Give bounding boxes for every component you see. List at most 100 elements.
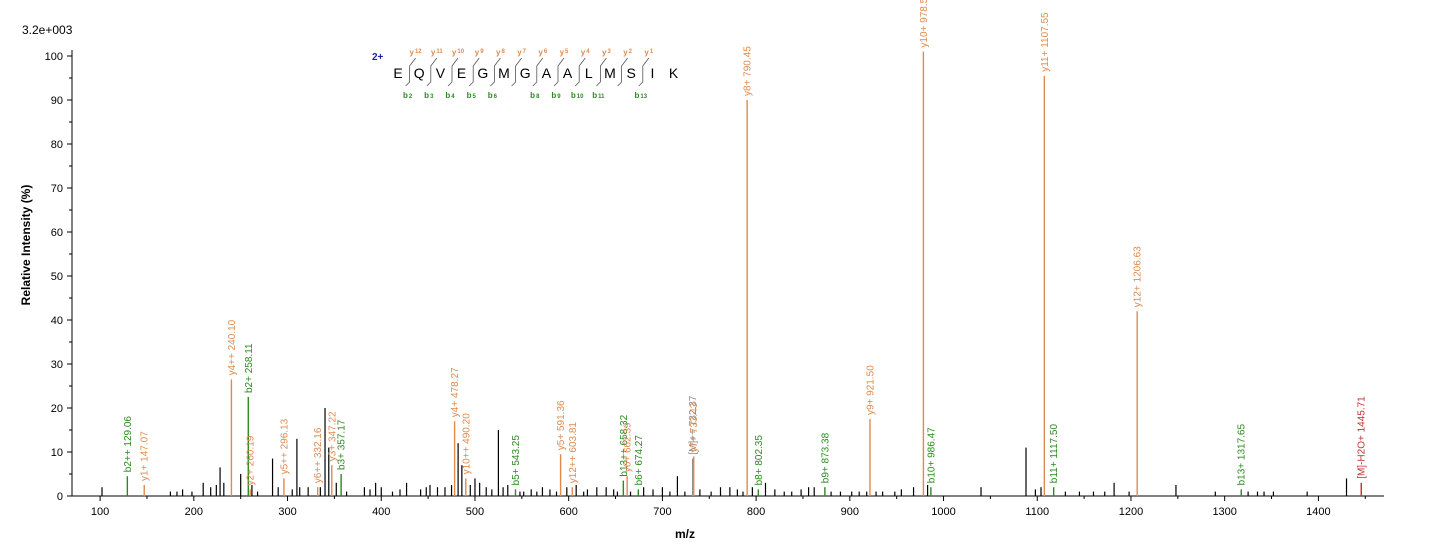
y-ion-number: 7 xyxy=(523,49,527,55)
y-axis-title: Relative Intensity (%) xyxy=(19,185,33,306)
y-ion-number: 9 xyxy=(480,49,484,55)
sequence-residue: M xyxy=(604,65,616,81)
y-tick-label: 40 xyxy=(51,315,63,327)
y-ion-label: y6 xyxy=(538,48,547,57)
y-ion-label: y2 xyxy=(623,48,632,57)
sequence-residue: A xyxy=(542,65,552,81)
peak-label: y7+ 733.43 xyxy=(689,402,700,452)
peak-label: y6+ 662.39 xyxy=(623,422,634,472)
b-ion-label: b4 xyxy=(445,91,455,100)
x-tick-label: 1400 xyxy=(1306,506,1330,518)
sequence-residue: M xyxy=(498,65,510,81)
b-ion-number: 13 xyxy=(640,94,647,100)
sequence-residue: Q xyxy=(414,65,425,81)
b-ion-label: b10 xyxy=(571,91,584,100)
y-tick-label: 60 xyxy=(51,227,63,239)
x-axis-title: m/z xyxy=(675,527,695,541)
y-ion-number: 10 xyxy=(457,49,464,55)
peak-label: [M]++ 732.37 xyxy=(688,395,699,454)
x-tick-label: 1000 xyxy=(931,506,955,518)
peak-label: y5++ 296.13 xyxy=(279,418,290,474)
y-ion-label: y11 xyxy=(431,48,443,57)
b-ion-number: 4 xyxy=(451,94,455,100)
peak-label: b8+ 802.35 xyxy=(754,435,765,486)
x-tick-label: 300 xyxy=(278,506,296,518)
y-ion-number: 1 xyxy=(650,49,654,55)
peak-label: b13++ 658.32 xyxy=(619,414,630,476)
sequence-residue: A xyxy=(563,65,573,81)
y-ion-label: y4 xyxy=(581,48,590,57)
x-tick-label: 700 xyxy=(653,506,671,518)
noise-peaks xyxy=(101,408,1348,496)
fragment-bracket xyxy=(490,57,501,87)
x-tick-label: 500 xyxy=(466,506,484,518)
x-tick-label: 100 xyxy=(91,506,109,518)
y-ion-number: 2 xyxy=(629,49,633,55)
y-ion-label: y9 xyxy=(475,48,484,57)
x-tick-label: 1300 xyxy=(1212,506,1236,518)
sequence-residue: E xyxy=(457,65,466,81)
peak-label: b9+ 873.38 xyxy=(820,432,831,483)
peak-label: [M]-H2O+ 1445.71 xyxy=(1357,396,1368,479)
b-ion-number: 9 xyxy=(557,94,561,100)
peak-label: y6++ 332.16 xyxy=(313,427,324,483)
peak-label: b6+ 674.27 xyxy=(634,435,645,486)
peak-label: y3+ 347.22 xyxy=(327,411,338,461)
peak-label: b5+ 543.25 xyxy=(511,435,522,486)
x-tick-label: 900 xyxy=(841,506,859,518)
peak-label: b2++ 129.06 xyxy=(123,416,134,473)
sequence-residue: G xyxy=(477,65,488,81)
b-ion-label: b11 xyxy=(592,91,605,100)
fragment-bracket xyxy=(553,57,565,87)
x-tick-label: 800 xyxy=(747,506,765,518)
y-ion-number: 5 xyxy=(565,49,569,55)
sequence-residue: E xyxy=(393,65,402,81)
axes: 0 10 20 30 40 50 60 70 80 90 100 100 200 300 400 500 600… xyxy=(45,50,1384,518)
peak-label: y10+ 978.51 xyxy=(919,0,930,48)
peak-label: b10+ 986.47 xyxy=(926,427,937,483)
peak-label: y10++ 490.20 xyxy=(461,413,472,475)
fragment-bracket xyxy=(511,57,522,87)
fragment-bracket xyxy=(617,57,628,87)
b-ion-number: 6 xyxy=(494,94,498,100)
peak-label: y4++ 240.10 xyxy=(227,319,238,375)
y-ion-label: y5 xyxy=(560,48,569,57)
sequence-residue: G xyxy=(520,65,531,81)
y-tick-label: 30 xyxy=(51,359,63,371)
y-ion-number: 11 xyxy=(436,49,443,55)
peak-label: b3+ 357.17 xyxy=(337,419,348,470)
y-ion-number: 6 xyxy=(544,49,548,55)
sequence-residue: K xyxy=(669,65,679,81)
y-tick-label: 0 xyxy=(57,491,63,503)
y-ion-label: y7 xyxy=(517,48,526,57)
max-intensity-label: 3.2e+003 xyxy=(22,23,73,37)
b-ion-number: 5 xyxy=(472,94,476,100)
b-ion-label: b2 xyxy=(403,91,413,100)
b-ion-label: b8 xyxy=(530,91,540,100)
b-ion-label: b5 xyxy=(467,91,477,100)
y-tick-label: 80 xyxy=(51,139,63,151)
b-ion-label: b6 xyxy=(488,91,498,100)
annotated-peaks xyxy=(126,51,1362,496)
fragment-bracket xyxy=(638,57,650,87)
y-tick-label: 70 xyxy=(51,183,63,195)
b-ion-number: 11 xyxy=(598,94,605,100)
fragment-bracket xyxy=(447,57,459,87)
y-ion-label: y1 xyxy=(644,48,653,57)
peak-label: b13+ 1317.65 xyxy=(1237,424,1248,486)
y-ion-number: 8 xyxy=(501,49,505,55)
peak-label: y11+ 1107.55 xyxy=(1040,12,1051,72)
y-tick-label: 20 xyxy=(51,403,63,415)
y-ion-label: y10 xyxy=(452,48,465,57)
sequence-residue: L xyxy=(585,65,593,81)
peak-label: y8+ 790.45 xyxy=(743,46,754,96)
b-ion-label: b13 xyxy=(635,91,648,100)
y-ion-label: y12 xyxy=(410,48,423,57)
peak-label: b11+ 1117.50 xyxy=(1049,424,1060,484)
peak-label: y1+ 147.07 xyxy=(140,431,151,481)
peak-label: y4+ 478.27 xyxy=(450,367,461,417)
y-ion-number: 3 xyxy=(607,49,611,55)
x-tick-label: 400 xyxy=(372,506,390,518)
